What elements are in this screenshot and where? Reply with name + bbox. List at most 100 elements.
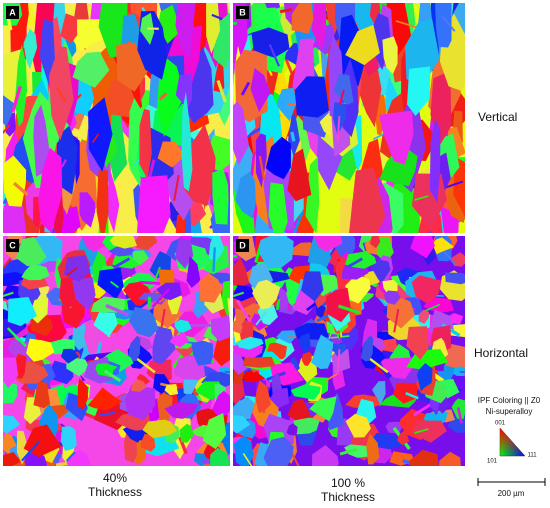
grain xyxy=(301,271,324,302)
grain xyxy=(213,60,225,93)
grain xyxy=(286,423,298,436)
twin-band xyxy=(393,308,400,333)
grain xyxy=(410,236,435,259)
grain xyxy=(33,381,51,409)
grain xyxy=(164,401,199,419)
grain xyxy=(249,262,274,295)
twin-band xyxy=(188,323,215,327)
grain xyxy=(233,257,250,287)
grain xyxy=(287,148,312,202)
grain xyxy=(269,387,290,409)
grain xyxy=(212,168,229,225)
grain xyxy=(406,326,429,360)
grain xyxy=(313,236,343,252)
twin-band xyxy=(103,369,122,383)
grain xyxy=(369,3,381,27)
grain xyxy=(210,447,230,466)
grain xyxy=(134,236,158,251)
grain xyxy=(344,444,373,458)
grain xyxy=(369,236,381,249)
twin-band xyxy=(66,267,78,276)
twin-band xyxy=(414,428,429,434)
grain xyxy=(276,330,297,344)
grain xyxy=(202,413,227,450)
grain xyxy=(164,384,179,396)
grain xyxy=(444,272,465,285)
twin-band xyxy=(414,195,429,201)
row-label: Vertical xyxy=(478,110,517,124)
grain xyxy=(301,351,312,367)
panels: A B C D xyxy=(3,3,465,466)
ipf-triangle-overlay xyxy=(500,428,525,456)
twin-band xyxy=(159,308,166,333)
grain xyxy=(179,423,194,443)
grain xyxy=(233,349,249,375)
twin-band xyxy=(337,304,361,315)
grain xyxy=(383,290,401,305)
grain xyxy=(96,170,109,233)
twin-band xyxy=(368,357,389,374)
twin-band xyxy=(444,180,464,189)
grain xyxy=(411,275,442,304)
grain xyxy=(109,109,128,182)
grain xyxy=(290,417,320,435)
column-label: 40% xyxy=(103,471,127,485)
twin-band xyxy=(412,400,436,417)
grain xyxy=(276,87,297,122)
grain xyxy=(393,382,418,404)
twin-band xyxy=(11,85,22,112)
twin-band xyxy=(242,453,259,466)
twin-band xyxy=(158,92,168,101)
grain xyxy=(139,109,152,180)
grain xyxy=(379,110,414,165)
grain xyxy=(7,297,37,327)
grain xyxy=(268,182,288,233)
twin-band xyxy=(258,155,266,181)
grain xyxy=(72,51,110,88)
twin-band xyxy=(235,299,252,324)
twin-band xyxy=(12,181,29,197)
grain xyxy=(397,429,410,446)
grain xyxy=(251,27,290,58)
twin-band xyxy=(255,311,267,326)
grain xyxy=(98,3,128,58)
twin-band xyxy=(98,411,116,417)
grain xyxy=(59,273,77,311)
legend-subtitle: Ni-superalloy xyxy=(486,407,533,416)
grain xyxy=(290,384,321,400)
panel-label-box xyxy=(236,239,249,252)
grain xyxy=(258,236,294,269)
grain xyxy=(14,44,27,127)
grain xyxy=(186,256,201,288)
twin-band xyxy=(338,89,345,105)
grain xyxy=(142,419,177,439)
twin-band xyxy=(211,13,223,21)
grain xyxy=(424,380,448,404)
grain xyxy=(191,340,214,366)
grain xyxy=(435,3,452,48)
panel-label-box xyxy=(6,6,19,19)
ebsd-map xyxy=(3,3,230,233)
grain xyxy=(69,19,104,52)
grain xyxy=(255,380,271,414)
grain xyxy=(295,76,329,118)
column-label: Thickness xyxy=(321,490,375,504)
grain xyxy=(376,237,394,264)
grain xyxy=(312,445,339,466)
grain xyxy=(291,242,314,257)
grain xyxy=(33,104,50,177)
row-label: Horizontal xyxy=(474,346,528,360)
grain xyxy=(325,287,351,323)
twin-band xyxy=(212,247,216,272)
grain xyxy=(181,91,193,192)
grain xyxy=(291,3,314,34)
ebsd-map xyxy=(233,236,465,466)
grain xyxy=(169,332,190,348)
legend-title: IPF Coloring || Z0 xyxy=(478,396,541,405)
twin-band xyxy=(173,175,180,201)
twin-band xyxy=(233,291,245,303)
grain xyxy=(439,451,461,466)
twin-band xyxy=(105,303,130,317)
twin-band xyxy=(290,131,296,142)
grain xyxy=(311,334,334,369)
